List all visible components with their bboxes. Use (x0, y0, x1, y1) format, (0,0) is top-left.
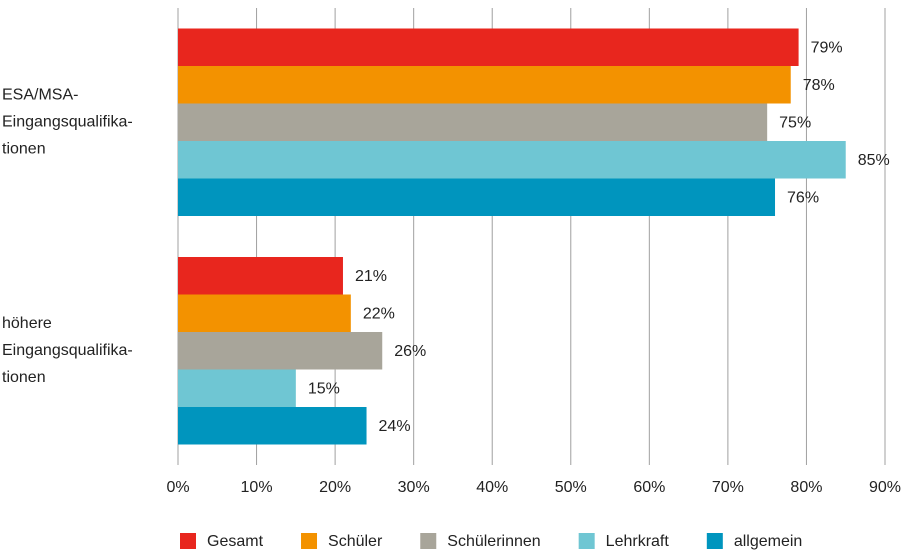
value-label: 79% (811, 39, 843, 56)
bar (178, 332, 383, 370)
value-label: 78% (803, 77, 835, 94)
legend-swatch (578, 533, 595, 549)
x-tick-label: 70% (712, 479, 744, 496)
bar (178, 103, 768, 141)
x-tick-label: 80% (790, 479, 822, 496)
category-label: ESA/MSA- (2, 86, 78, 103)
legend-label: Gesamt (207, 533, 264, 550)
x-tick-label: 0% (166, 479, 189, 496)
bar (178, 407, 367, 445)
legend-label: Schüler (328, 533, 383, 550)
x-tick-label: 20% (319, 479, 351, 496)
bar (178, 28, 799, 66)
value-label: 15% (308, 380, 340, 397)
bar (178, 141, 846, 179)
value-label: 21% (355, 268, 387, 285)
category-label: Eingangsqualifika- (2, 113, 133, 130)
category-label: tionen (2, 140, 46, 157)
bar (178, 294, 351, 332)
bar (178, 66, 791, 104)
x-tick-label: 30% (398, 479, 430, 496)
x-tick-label: 90% (869, 479, 901, 496)
category-label: Eingangsqualifika- (2, 342, 133, 359)
bar (178, 257, 343, 295)
value-label: 22% (363, 305, 395, 322)
legend-swatch (180, 533, 196, 549)
legend-swatch (420, 533, 437, 549)
value-label: 75% (779, 114, 811, 131)
category-label: höhere (2, 315, 52, 332)
legend-label: allgemein (734, 533, 802, 550)
bar (178, 369, 296, 407)
bar (178, 178, 776, 216)
x-tick-label: 40% (476, 479, 508, 496)
category-label: tionen (2, 369, 46, 386)
value-label: 76% (787, 189, 819, 206)
legend-label: Schülerinnen (447, 533, 540, 550)
value-label: 24% (379, 418, 411, 435)
value-label: 85% (858, 152, 890, 169)
x-tick-label: 50% (555, 479, 587, 496)
legend-swatch (301, 533, 318, 549)
legend-swatch (706, 533, 723, 549)
legend-label: Lehrkraft (606, 533, 670, 550)
value-label: 26% (394, 343, 426, 360)
x-tick-label: 60% (633, 479, 665, 496)
x-tick-label: 10% (241, 479, 273, 496)
